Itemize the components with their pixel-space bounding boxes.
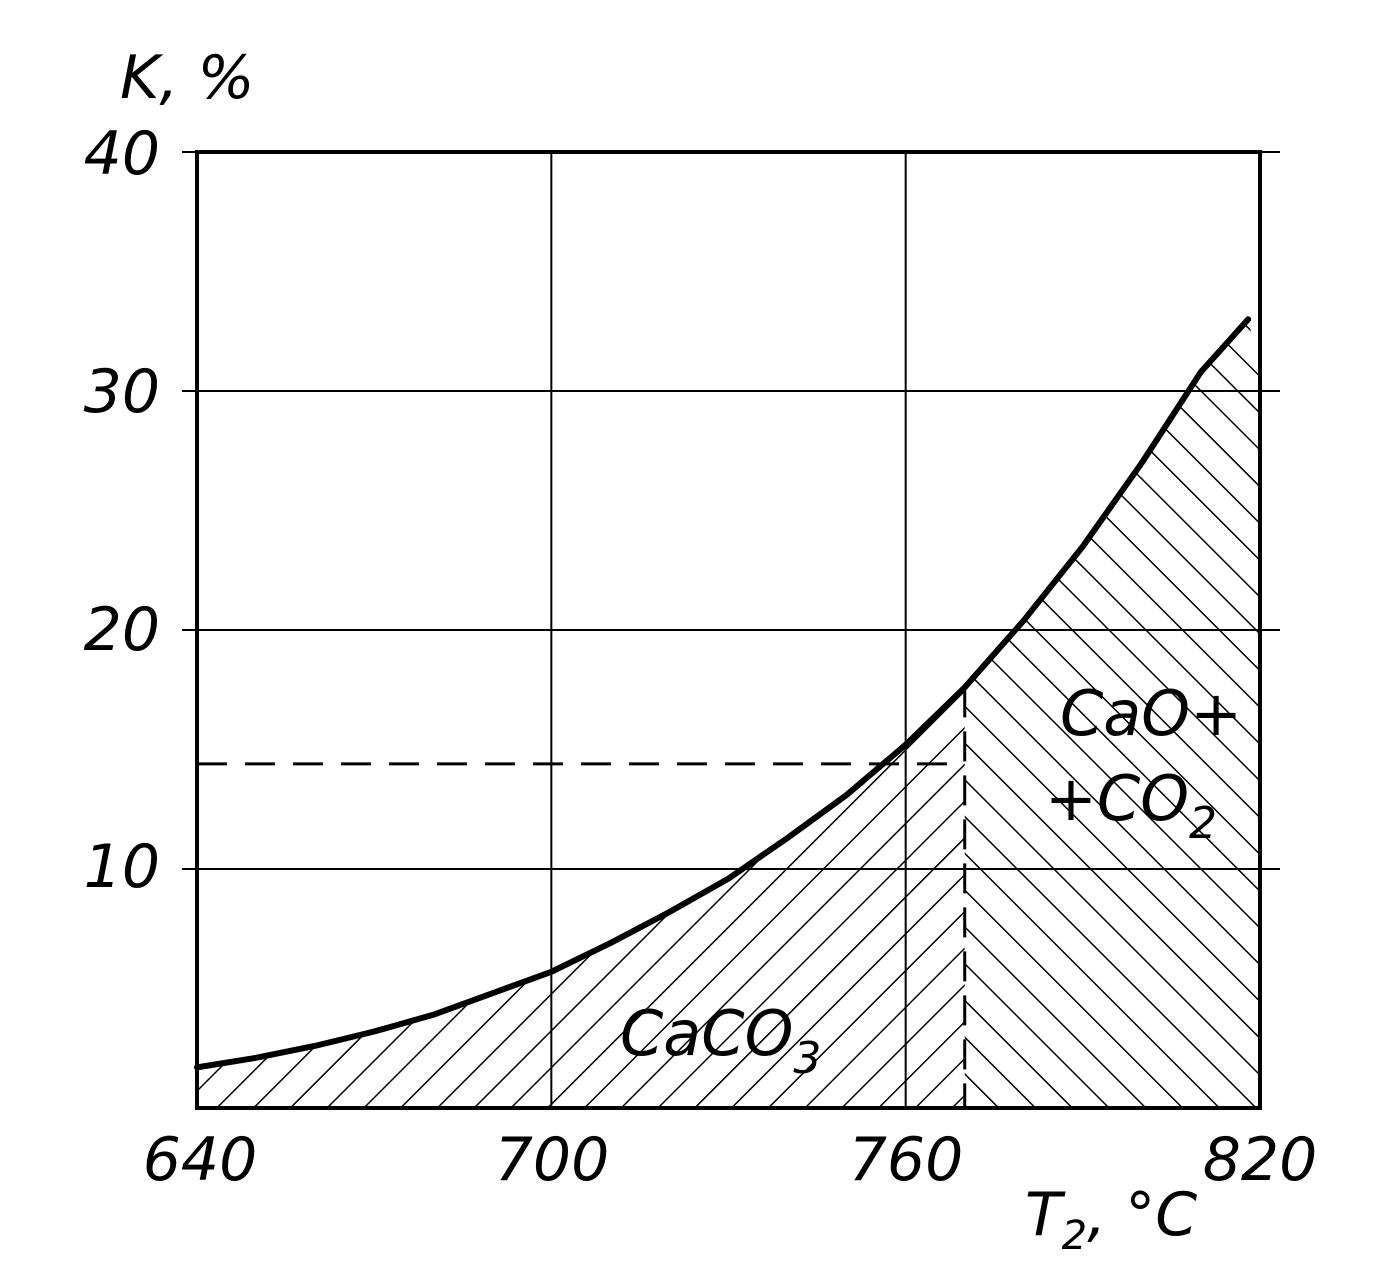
x-tick-label: 820 bbox=[1203, 1125, 1318, 1195]
region-label-co2-subscript: 2 bbox=[1189, 798, 1217, 849]
x-axis-title-subscript: 2 bbox=[1062, 1213, 1087, 1259]
x-tick-label: 760 bbox=[849, 1125, 964, 1195]
x-axis-title-symbol: T bbox=[1025, 1180, 1066, 1250]
y-axis-title: K, % bbox=[120, 43, 255, 113]
hatched-area-caco3 bbox=[197, 687, 965, 1108]
region-label-co2: +CO2 bbox=[1045, 762, 1217, 849]
plot-frame-border bbox=[195, 150, 1262, 1110]
x-axis-title: T2, °C bbox=[1025, 1180, 1197, 1259]
x-axis-title-unit: , °C bbox=[1087, 1180, 1197, 1250]
x-tick-label: 700 bbox=[495, 1125, 610, 1195]
y-tick-label: 10 bbox=[84, 832, 160, 902]
y-tick-label: 30 bbox=[84, 357, 160, 427]
region-label-co2-main: +CO bbox=[1045, 762, 1189, 835]
region-label-caco3-subscript: 3 bbox=[793, 1033, 821, 1084]
region-label-caco3: CaCO3 bbox=[620, 997, 821, 1084]
plot-marks bbox=[194, 316, 1252, 1108]
region-label-caco3-main: CaCO bbox=[620, 997, 793, 1070]
plot-frame bbox=[195, 150, 1262, 1110]
y-tick-label: 20 bbox=[84, 595, 160, 665]
x-tick-label: 640 bbox=[143, 1125, 258, 1195]
hatched-areas bbox=[197, 319, 1260, 1108]
region-label-cao: CaO+ bbox=[1060, 677, 1242, 750]
y-tick-label: 40 bbox=[84, 119, 160, 189]
equilibrium-curve bbox=[194, 316, 1252, 1071]
hatched-area-cao-co2 bbox=[964, 319, 1260, 1108]
